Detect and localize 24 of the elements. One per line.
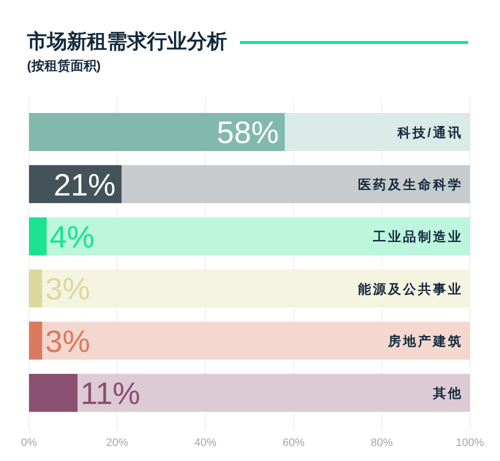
y-tick-label: 科技/通讯	[396, 124, 463, 140]
x-tick-label: 20%	[106, 436, 128, 449]
y-tick-label: 医药及生命科学	[358, 176, 463, 192]
x-tick-label: 60%	[282, 436, 305, 449]
data-label: 11%	[80, 376, 140, 411]
x-tick-label: 0%	[21, 436, 38, 449]
y-tick-label: 能源及公共事业	[358, 281, 463, 296]
bar	[29, 322, 42, 360]
chart-title: 市场新租需求行业分析	[27, 31, 227, 53]
y-tick-label: 工业品制造业	[372, 229, 463, 244]
x-tick-label: 80%	[370, 436, 394, 449]
y-tick-label: 房地产建筑	[387, 333, 463, 348]
data-label: 3%	[45, 272, 90, 307]
x-tick-label: 100%	[456, 436, 484, 449]
data-label: 3%	[45, 324, 90, 359]
y-tick-label: 其他	[432, 386, 463, 401]
bar	[29, 217, 47, 256]
chart-subtitle: (按租赁面积)	[27, 58, 101, 74]
bar	[29, 374, 78, 412]
data-label: 4%	[50, 219, 94, 254]
x-tick-label: 40%	[194, 436, 217, 449]
data-label: 58%	[216, 115, 279, 150]
data-label: 21%	[54, 167, 116, 202]
bar	[29, 270, 42, 308]
